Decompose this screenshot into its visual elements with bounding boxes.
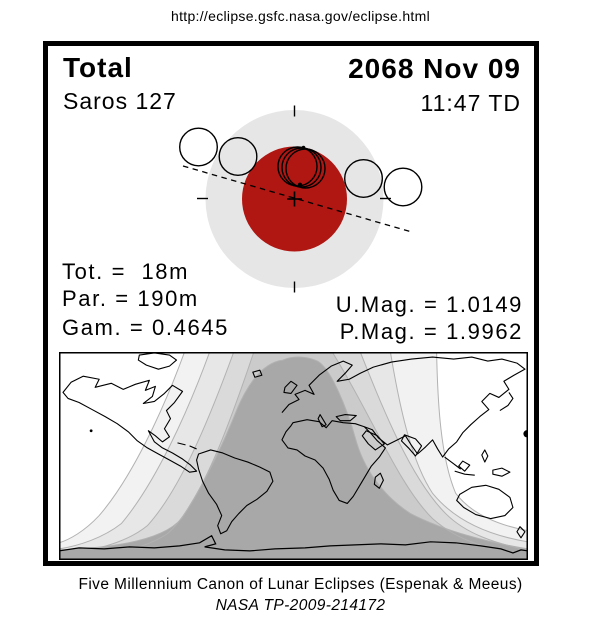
south-america-outline <box>196 449 274 535</box>
eclipse-time-label: 11:47 TD <box>420 90 521 116</box>
antarctica-coastline <box>59 534 528 554</box>
sumatra-java-outline <box>444 456 475 476</box>
penumbral-magnitude-stat: P.Mag. = 1.9962 <box>339 319 523 344</box>
caribbean-islands <box>177 442 197 450</box>
eurasia-coastline <box>281 356 526 458</box>
zone-entire-eclipse-visible <box>59 357 528 560</box>
japan-outline <box>499 392 514 412</box>
contact-point-dot-bottom <box>297 182 303 187</box>
moon-position-circle <box>285 148 326 189</box>
url-caption: http://eclipse.gsfc.nasa.gov/eclipse.htm… <box>171 8 430 24</box>
moon-position-circle <box>178 127 218 167</box>
australia-outline <box>456 484 514 520</box>
map-border <box>59 352 528 560</box>
gamma-stat: Gam. = 0.4645 <box>62 315 229 340</box>
madagascar-outline <box>373 472 384 489</box>
iceland-outline <box>252 369 263 378</box>
total-duration-stat: Tot. = 18m <box>62 259 190 284</box>
hawaii-dot <box>89 429 93 433</box>
moon-position-circle <box>218 136 258 176</box>
moon-position-circle <box>383 167 423 207</box>
greenland-outline <box>137 352 178 370</box>
north-america-outline <box>62 375 198 473</box>
new-zealand-outline <box>516 526 526 539</box>
new-guinea-outline <box>492 467 511 477</box>
shadow-center-crosshair <box>287 191 302 207</box>
canon-title-caption: Five Millennium Canon of Lunar Eclipses … <box>78 576 523 593</box>
italy-outline <box>317 414 327 428</box>
visibility-map <box>59 352 528 560</box>
partial-duration-stat: Par. = 190m <box>62 286 199 311</box>
umbral-magnitude-stat: U.Mag. = 1.0149 <box>335 292 523 317</box>
arabia-outline <box>361 430 385 451</box>
anatolia-outline <box>335 414 357 422</box>
contact-point-dot-top <box>301 145 306 150</box>
eclipse-type-label: Total <box>63 52 133 83</box>
continent-outlines <box>62 352 526 539</box>
moon-position-circle <box>344 158 384 198</box>
eclipse-date-label: 2068 Nov 09 <box>348 53 521 84</box>
british-isles-outline <box>283 380 298 394</box>
moon-position-circles <box>178 127 423 207</box>
india-outline <box>400 434 423 457</box>
philippines-outline <box>481 449 489 463</box>
borneo-outline <box>458 460 471 472</box>
eclipse-diagram <box>178 105 423 293</box>
africa-outline <box>281 419 386 505</box>
antarctica-landmass <box>59 535 528 560</box>
saros-label: Saros 127 <box>63 88 177 114</box>
nasa-report-caption: NASA TP-2009-214172 <box>215 597 386 614</box>
shadow-edge-ticks <box>197 105 391 293</box>
visibility-bands <box>59 352 528 560</box>
